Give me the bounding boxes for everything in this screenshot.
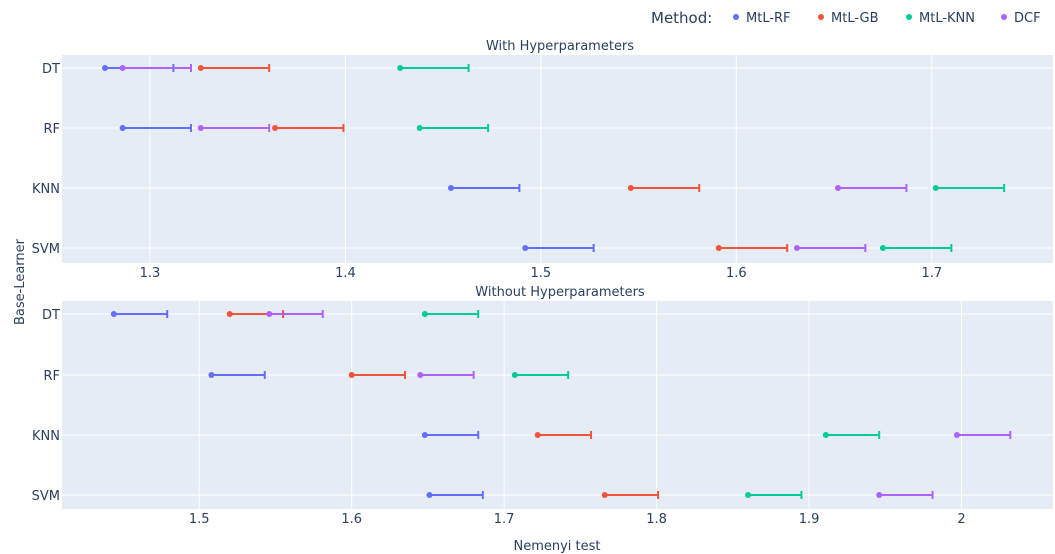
y-tick-label-knn: KNN (32, 182, 60, 197)
point-marker (397, 65, 404, 71)
point-marker (119, 65, 126, 71)
y-tick-label-rf: RF (43, 122, 60, 137)
interval-mtl-knn-svm[interactable] (879, 244, 953, 252)
point-marker (266, 311, 273, 317)
y-tick-label-svm: SVM (32, 489, 60, 504)
panel-title-without-hyperparameters: Without Hyperparameters (475, 285, 645, 300)
interval-mtl-knn-dt[interactable] (421, 310, 480, 318)
point-marker (879, 245, 886, 251)
interval-mtl-rf-knn[interactable] (421, 431, 480, 439)
x-tick-label: 1.7 (494, 512, 515, 527)
interval-dcf-rf[interactable] (197, 124, 271, 132)
legend-label-mtl-rf[interactable]: MtL-RF (746, 11, 791, 26)
interval-mtl-rf-dt[interactable] (110, 310, 169, 318)
point-marker (511, 372, 518, 378)
y-tick-label-dt: DT (42, 308, 60, 323)
legend-marker-mtl-rf (733, 14, 739, 20)
point-marker (348, 372, 355, 378)
x-tick-label: 1.4 (335, 266, 356, 281)
interval-mtl-gb-knn[interactable] (627, 184, 701, 192)
interval-mtl-knn-rf[interactable] (511, 371, 570, 379)
legend-label-mtl-gb[interactable]: MtL-GB (831, 11, 879, 26)
point-marker (627, 185, 634, 191)
point-marker (421, 311, 428, 317)
legend-marker-dcf (1001, 14, 1007, 20)
interval-dcf-knn[interactable] (834, 184, 908, 192)
point-marker (932, 185, 939, 191)
interval-dcf-svm[interactable] (876, 491, 934, 499)
point-marker (601, 492, 608, 498)
x-tick-label: 2 (957, 512, 965, 527)
x-tick-label: 1.7 (921, 266, 942, 281)
y-tick-label-svm: SVM (32, 242, 60, 257)
point-marker (834, 185, 841, 191)
interval-mtl-knn-rf[interactable] (416, 124, 490, 132)
x-axis-title: Nemenyi test (513, 539, 600, 554)
point-marker (421, 432, 428, 438)
point-marker (745, 492, 752, 498)
interval-dcf-knn[interactable] (953, 431, 1012, 439)
legend-label-mtl-knn[interactable]: MtL-KNN (919, 11, 975, 26)
point-marker (226, 311, 233, 317)
point-marker (447, 185, 454, 191)
x-tick-label: 1.6 (726, 266, 747, 281)
interval-mtl-gb-dt[interactable] (197, 64, 271, 72)
interval-mtl-gb-rf[interactable] (272, 124, 345, 132)
x-tick-label: 1.3 (140, 266, 161, 281)
y-tick-label-knn: KNN (32, 429, 60, 444)
point-marker (534, 432, 541, 438)
interval-mtl-gb-svm[interactable] (601, 491, 660, 499)
point-marker (272, 125, 279, 131)
point-marker (208, 372, 215, 378)
point-marker (416, 125, 423, 131)
point-marker (793, 245, 800, 251)
legend-marker-mtl-gb (818, 14, 824, 20)
legend: Method: MtL-RF MtL-GB MtL-KNN DCF (651, 9, 1041, 27)
plot-area-with-hyperparameters (62, 55, 1053, 263)
interval-mtl-knn-dt[interactable] (397, 64, 470, 72)
point-marker (876, 492, 883, 498)
interval-mtl-knn-knn[interactable] (932, 184, 1006, 192)
y-axis-title: Base-Learner (13, 238, 28, 325)
point-marker (426, 492, 433, 498)
interval-mtl-rf-rf[interactable] (119, 124, 193, 132)
interval-mtl-knn-svm[interactable] (745, 491, 803, 499)
interval-mtl-rf-rf[interactable] (208, 371, 266, 379)
y-tick-label-dt: DT (42, 62, 60, 77)
plot-area-without-hyperparameters (62, 301, 1053, 509)
interval-mtl-gb-knn[interactable] (534, 431, 593, 439)
x-tick-label: 1.9 (799, 512, 820, 527)
point-marker (102, 65, 109, 71)
point-marker (953, 432, 960, 438)
y-tick-label-rf: RF (43, 369, 60, 384)
interval-mtl-rf-knn[interactable] (447, 184, 521, 192)
interval-mtl-gb-rf[interactable] (348, 371, 407, 379)
interval-mtl-knn-knn[interactable] (822, 431, 881, 439)
point-marker (417, 372, 424, 378)
legend-marker-mtl-knn (906, 14, 912, 20)
interval-dcf-rf[interactable] (417, 371, 475, 379)
legend-title: Method: (651, 9, 712, 27)
x-tick-label: 1.8 (646, 512, 667, 527)
interval-mtl-rf-svm[interactable] (522, 244, 595, 252)
interval-mtl-rf-svm[interactable] (426, 491, 484, 499)
panel-title-with-hyperparameters: With Hyperparameters (486, 39, 634, 54)
legend-label-dcf[interactable]: DCF (1014, 11, 1041, 26)
point-marker (197, 125, 204, 131)
point-marker (822, 432, 829, 438)
interval-dcf-dt[interactable] (119, 64, 193, 72)
interval-dcf-dt[interactable] (266, 310, 324, 318)
point-marker (715, 245, 722, 251)
x-tick-label: 1.6 (341, 512, 362, 527)
point-marker (119, 125, 126, 131)
x-tick-label: 1.5 (189, 512, 210, 527)
interval-dcf-svm[interactable] (793, 244, 867, 252)
interval-mtl-gb-svm[interactable] (715, 244, 789, 252)
point-marker (522, 245, 529, 251)
point-marker (110, 311, 117, 317)
x-tick-label: 1.5 (531, 266, 552, 281)
point-marker (197, 65, 204, 71)
